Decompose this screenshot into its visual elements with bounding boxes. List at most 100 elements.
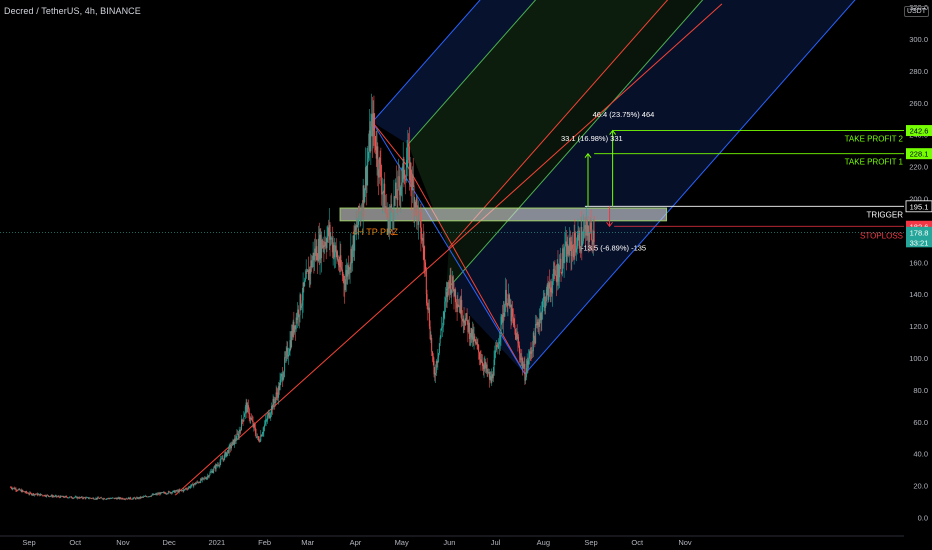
candle [97,496,99,500]
candle [298,314,300,329]
candle [217,462,219,468]
candle [415,200,417,217]
candle [271,404,273,415]
candle [160,491,162,495]
candle [503,301,505,321]
candle [421,233,423,248]
trendline-line[interactable] [174,3,723,496]
price-axis[interactable]: 0.0 20.0 40.0 60.0 80.0 100.0 120.0 140.0 160.0 1… [904,0,932,550]
candle [589,220,591,252]
candle [451,289,453,305]
candle [555,265,557,276]
candle [131,498,133,500]
candle [452,275,454,292]
candle [128,497,130,500]
candle [268,412,270,419]
candle [325,237,327,260]
candle [366,148,368,194]
tp1-measure-arrow-head [584,152,592,158]
candle [526,353,528,375]
fork-upper-inner-line[interactable] [407,0,932,145]
candle [506,303,508,313]
candle [306,268,308,274]
annotations[interactable]: 46.4 (23.75%) 464 33.1 (16.98%) 331 -13.5 … [561,110,654,252]
fork-handle-b[interactable] [407,166,526,375]
candle [246,399,248,419]
candle [196,480,198,484]
candle [150,495,152,498]
candle [227,447,229,454]
candle [348,267,350,280]
candle [308,266,310,288]
candle [271,402,273,417]
candle [581,211,583,261]
candle [355,210,357,241]
candle [214,464,216,469]
candle [144,494,146,497]
candle [587,215,589,251]
candle [424,245,426,277]
candle [495,339,497,353]
levels[interactable]: TAKE PROFIT 2 TAKE PROFIT 1 TRIGGER STOPLOS… [0,130,904,241]
fork-upper-line[interactable] [372,0,932,123]
candle [34,493,36,496]
candle [316,239,318,261]
candle [149,496,151,497]
candle [369,121,371,153]
candle [137,496,139,500]
candle [259,439,261,443]
candle [374,135,376,155]
time-axis[interactable]: Sep Oct Nov Dec 2021 Feb Mar Apr May Jun Jul Aug Sep… [0,535,904,547]
candle [549,279,551,303]
price-tick-label: 280.0 [909,67,928,76]
fork-lower-inner-line[interactable] [445,0,932,291]
candle [547,276,549,304]
fork-median-line[interactable] [448,0,932,249]
trendline[interactable] [174,3,723,496]
candle [199,481,201,484]
candle [566,236,568,263]
candle [537,319,539,333]
candle [475,339,477,346]
candle [368,133,370,162]
candle [441,316,443,331]
candle [304,269,306,282]
candle [475,336,477,345]
candle [174,489,176,493]
currency-badge[interactable]: USDT [903,6,929,17]
candle [486,357,488,377]
candle [22,489,24,493]
pitchfork[interactable] [371,0,932,375]
candle [28,492,30,496]
fork-lower-band [446,0,855,374]
candle [111,497,113,499]
candle [490,371,492,384]
candle [178,488,180,494]
fork-handle-a[interactable] [372,121,409,167]
candle [24,491,26,494]
candle [77,496,79,500]
candle [331,236,333,245]
candle [586,219,588,241]
time-tick-label: Mar [301,538,314,547]
candle [413,179,415,223]
candle [235,436,237,444]
candle [260,430,262,443]
candle [512,308,514,327]
candle [310,253,312,285]
candle [65,496,67,497]
fork-lower-line[interactable] [524,0,932,375]
candle [460,295,462,318]
price-tick-label: 100.0 [909,354,928,363]
candle [272,394,274,410]
candle [480,350,482,371]
candle [438,343,440,356]
candle [43,494,45,497]
candle [81,496,83,499]
time-tick-label: May [395,538,409,547]
candle [31,493,33,496]
candle [234,435,236,448]
candle [448,280,450,296]
